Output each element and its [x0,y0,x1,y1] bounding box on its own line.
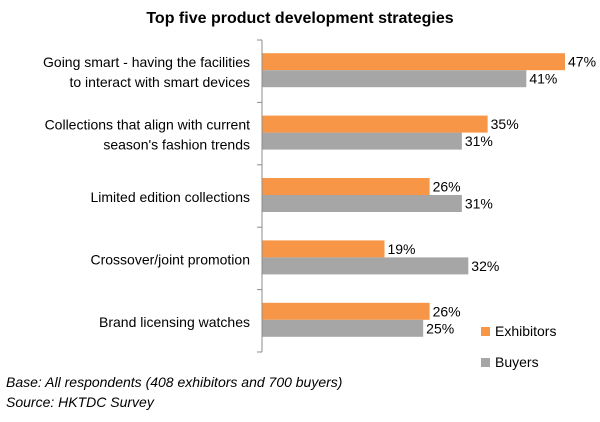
bar-buyers-1 [262,132,462,150]
source-note: Source: HKTDC Survey [6,394,154,410]
base-note: Base: All respondents (408 exhibitors an… [6,374,343,390]
bar-exhibitors-1 [262,115,488,133]
category-label-2: Limited edition collections [90,189,250,205]
data-labels: 47%41%35%31%26%31%19%32%26%25% [387,54,596,337]
legend-swatch-buyers [481,358,490,367]
category-label-0: Going smart - having the facilities to in… [43,54,250,90]
data-label-exhibitors-4: 26% [433,303,461,319]
category-label-3: Crossover/joint promotion [90,251,250,267]
category-labels: Going smart - having the facilities to in… [43,54,250,330]
data-label-exhibitors-1: 35% [491,116,519,132]
data-label-exhibitors-0: 47% [568,54,596,70]
legend-label-exhibitors: Exhibitors [495,323,556,339]
bar-exhibitors-4 [262,302,430,320]
data-label-buyers-3: 32% [471,258,499,274]
data-label-buyers-0: 41% [529,71,557,87]
bar-buyers-4 [262,319,424,337]
data-label-exhibitors-2: 26% [433,179,461,195]
data-label-buyers-1: 31% [465,133,493,149]
bar-buyers-2 [262,195,462,212]
bar-exhibitors-0 [262,53,565,71]
bar-exhibitors-3 [262,240,385,258]
legend-swatch-exhibitors [481,327,490,336]
bars [262,53,565,337]
data-label-buyers-2: 31% [465,196,493,212]
data-label-exhibitors-3: 19% [387,241,415,257]
chart-title: Top five product development strategies [146,10,453,27]
category-label-1: Collections that align with current seaso… [45,117,251,153]
category-label-4: Brand licensing watches [99,314,250,330]
category-axis [257,39,263,353]
data-label-buyers-4: 25% [426,320,454,336]
bar-buyers-0 [262,70,527,88]
bar-exhibitors-2 [262,178,430,195]
legend-label-buyers: Buyers [495,354,539,370]
bar-buyers-3 [262,257,469,275]
legend: Exhibitors Buyers [481,323,556,370]
